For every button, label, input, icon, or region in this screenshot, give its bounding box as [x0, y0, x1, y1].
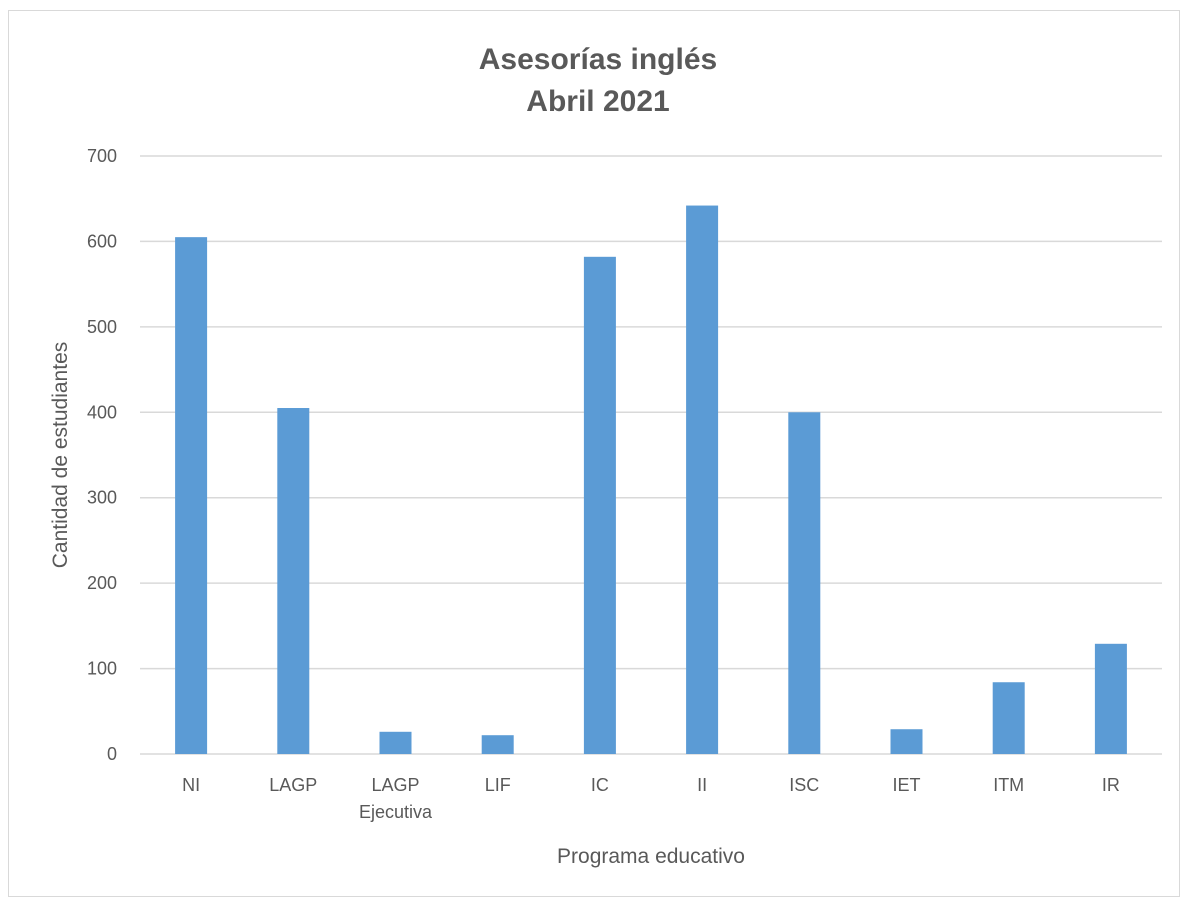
y-tick-label: 700	[87, 146, 117, 166]
bar	[277, 408, 310, 754]
y-tick-label: 300	[87, 488, 117, 508]
chart-title-line-2: Abril 2021	[526, 85, 669, 118]
x-tick-label: NI	[182, 775, 200, 795]
x-axis-ticks: NI LAGP LAGP Ejecutiva LIF IC II ISC IET ITM IR	[182, 775, 1120, 822]
x-tick-label: IR	[1102, 775, 1120, 795]
x-tick-label: IET	[892, 775, 920, 795]
chart-title-line-1: Asesorías inglés	[479, 43, 717, 76]
bar	[481, 735, 514, 754]
bar	[583, 256, 616, 754]
bar	[1094, 643, 1127, 754]
y-tick-label: 100	[87, 659, 117, 679]
y-tick-label: 500	[87, 317, 117, 337]
bar	[379, 731, 412, 754]
bar	[686, 205, 719, 754]
x-tick-label: ISC	[789, 775, 819, 795]
y-tick-label: 0	[107, 744, 117, 764]
bar	[788, 412, 821, 754]
bars	[175, 205, 1127, 754]
x-tick-label: ITM	[993, 775, 1024, 795]
y-tick-label: 400	[87, 402, 117, 422]
x-tick-label: LAGP	[371, 775, 419, 795]
x-tick-label: LAGP	[269, 775, 317, 795]
x-tick-label: IC	[591, 775, 609, 795]
y-axis-title: Cantidad de estudiantes	[49, 342, 72, 569]
y-tick-label: 600	[87, 231, 117, 251]
x-tick-label: LIF	[485, 775, 511, 795]
bar	[175, 237, 208, 754]
y-axis-ticks: 0 100 200 300 400 500 600 700	[87, 146, 117, 764]
x-tick-label: Ejecutiva	[359, 802, 433, 822]
bar	[890, 729, 923, 754]
y-tick-label: 200	[87, 573, 117, 593]
bar	[992, 682, 1025, 754]
x-tick-label: II	[697, 775, 707, 795]
x-axis-title: Programa educativo	[557, 845, 745, 868]
gridlines	[140, 155, 1162, 755]
